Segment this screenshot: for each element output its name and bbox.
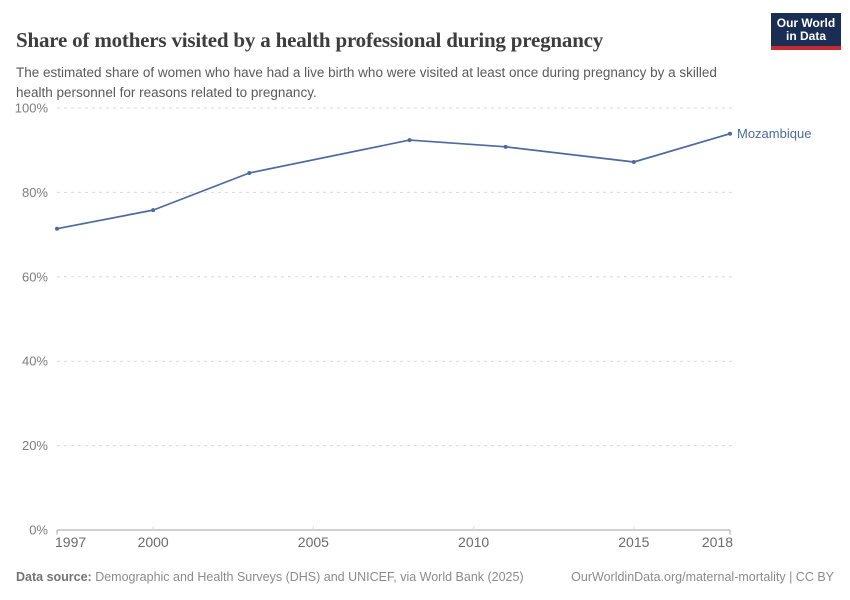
x-tick-label: 2010 <box>458 534 489 550</box>
data-point <box>631 160 636 165</box>
data-point <box>247 170 252 175</box>
x-tick-label: 2018 <box>702 534 733 550</box>
y-tick-label: 40% <box>22 354 48 369</box>
data-point <box>728 131 732 136</box>
series-end-label: Mozambique <box>737 126 811 141</box>
data-point <box>151 208 156 213</box>
line-chart-canvas: 0% 20% 40% 60% 80% 100% 1997 2000 2005 2010 2015 20… <box>15 101 812 551</box>
y-tick-label: 80% <box>22 185 48 200</box>
data-point <box>503 144 508 149</box>
x-tick-label: 2000 <box>138 534 169 550</box>
y-tick-label: 100% <box>15 101 49 116</box>
x-tick-label: 1997 <box>55 534 86 550</box>
data-point <box>55 226 59 231</box>
x-tick-label: 2015 <box>618 534 649 550</box>
data-point <box>407 138 412 143</box>
data-source-label: Data source: <box>16 570 92 584</box>
chart-footer: Data source: Demographic and Health Surv… <box>16 570 834 584</box>
x-tick-label: 2005 <box>298 534 329 550</box>
page-title: Share of mothers visited by a health pro… <box>16 28 604 53</box>
y-tick-label: 20% <box>22 438 48 453</box>
chart-subtitle: The estimated share of women who have ha… <box>16 64 717 100</box>
owid-logo[interactable]: Our World in Data <box>771 13 841 50</box>
credit-link[interactable]: OurWorldinData.org/maternal-mortality | … <box>571 570 834 584</box>
trend-line <box>56 132 731 230</box>
data-source-note: Data source: Demographic and Health Surv… <box>16 570 524 584</box>
y-tick-label: 60% <box>22 269 48 284</box>
data-source-text: Demographic and Health Surveys (DHS) and… <box>91 570 524 584</box>
owid-logo-line1: Our World <box>776 16 836 30</box>
owid-logo-line2: in Data <box>785 29 826 43</box>
y-tick-label: 0% <box>29 523 48 538</box>
